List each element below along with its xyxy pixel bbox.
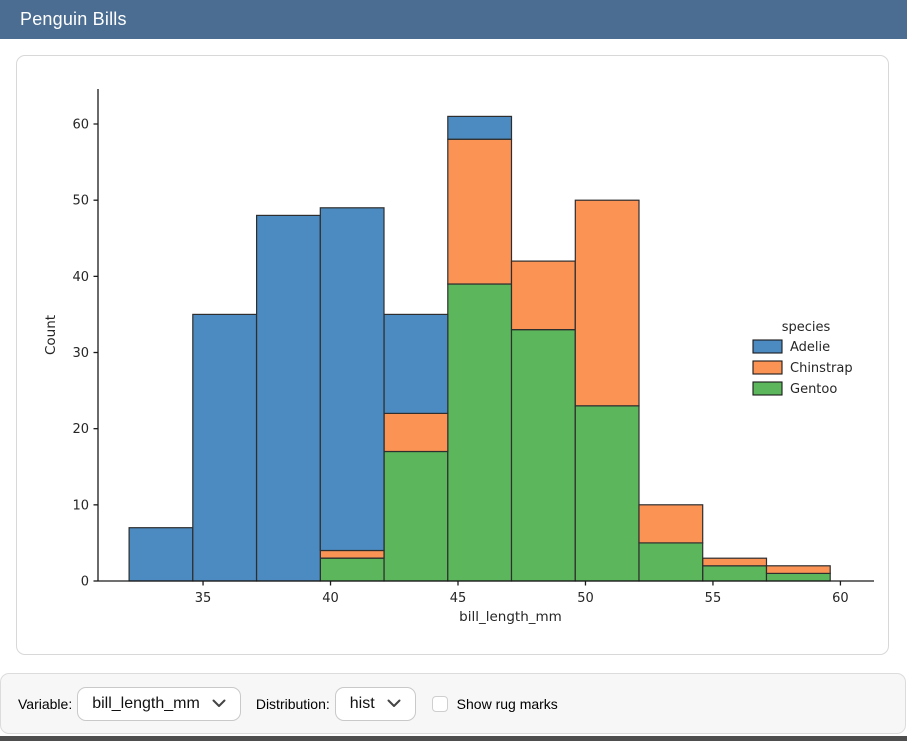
legend-title: species: [782, 320, 831, 335]
distribution-select-value: hist: [349, 694, 375, 712]
bars-group: [128, 115, 831, 582]
svg-text:40: 40: [72, 270, 89, 285]
histogram-bar-segment: [383, 313, 449, 414]
histogram-bar-segment: [256, 214, 321, 582]
histogram-bar-segment: [702, 565, 768, 582]
variable-select[interactable]: bill_length_mm: [77, 686, 241, 721]
legend-swatch: [752, 381, 783, 396]
histogram-bar-segment: [319, 549, 385, 559]
y-axis: 0 10 20 30 40 50 60 Count: [43, 118, 98, 590]
plot-card: 35 40 45 50 55 60 bill_length_mm 0 10 20 30 40 50 60 C…: [16, 55, 889, 655]
show-rug-label: Show rug marks: [456, 695, 558, 712]
svg-text:20: 20: [72, 422, 89, 437]
chevron-down-icon: [387, 699, 401, 708]
histogram-bar-segment: [319, 557, 385, 582]
histogram-bar-segment: [192, 313, 258, 582]
variable-select-value: bill_length_mm: [92, 694, 200, 712]
svg-text:55: 55: [705, 591, 722, 606]
histogram-chart: 35 40 45 50 55 60 bill_length_mm 0 10 20 30 40 50 60 C…: [43, 89, 874, 625]
header-bar: Penguin Bills: [0, 0, 907, 39]
legend-swatch: [752, 360, 783, 375]
legend-entry-label: Adelie: [790, 340, 830, 355]
histogram-bar-segment: [638, 504, 704, 544]
show-rug-checkbox[interactable]: [431, 695, 448, 712]
histogram-bar-segment: [574, 405, 640, 582]
svg-text:0: 0: [81, 575, 89, 590]
histogram-bar-segment: [383, 412, 449, 453]
distribution-select[interactable]: hist: [334, 686, 416, 721]
histogram-bar-segment: [574, 199, 640, 407]
svg-text:40: 40: [322, 591, 339, 606]
bottom-edge-strip: [0, 736, 907, 741]
histogram-bar-segment: [128, 527, 194, 582]
svg-text:50: 50: [72, 194, 89, 209]
legend-swatch: [752, 339, 783, 354]
histogram-bar-segment: [765, 572, 831, 582]
controls-bar: Variable: bill_length_mm Distribution: h…: [0, 673, 906, 734]
svg-text:30: 30: [72, 346, 89, 361]
svg-text:60: 60: [832, 591, 849, 606]
x-axis: 35 40 45 50 55 60 bill_length_mm: [195, 581, 849, 625]
chevron-down-icon: [212, 699, 226, 708]
histogram-bar-segment: [638, 542, 704, 582]
histogram-bar-segment: [447, 138, 513, 285]
svg-text:35: 35: [195, 591, 212, 606]
axes: [97, 89, 874, 582]
histogram-bar-segment: [702, 557, 768, 567]
histogram-bar-segment: [447, 115, 513, 140]
legend-entry-label: Gentoo: [790, 382, 837, 397]
legend-entry-label: Chinstrap: [790, 361, 853, 376]
svg-text:60: 60: [72, 118, 89, 133]
page-title: Penguin Bills: [20, 9, 127, 29]
histogram-bar-segment: [319, 207, 385, 552]
histogram-bar-segment: [765, 565, 831, 574]
variable-label: Variable:: [18, 695, 73, 712]
histogram-bar-segment: [447, 283, 513, 582]
distribution-label: Distribution:: [255, 695, 330, 712]
svg-text:45: 45: [450, 591, 467, 606]
histogram-bar-segment: [510, 260, 576, 331]
histogram-bar-segment: [510, 329, 576, 582]
histogram-bar-segment: [383, 450, 449, 582]
svg-text:50: 50: [577, 591, 594, 606]
y-axis-label: Count: [43, 315, 59, 355]
svg-text:10: 10: [72, 498, 89, 513]
legend: species Adelie Chinstrap Gentoo: [752, 320, 853, 397]
x-axis-label: bill_length_mm: [459, 609, 562, 625]
